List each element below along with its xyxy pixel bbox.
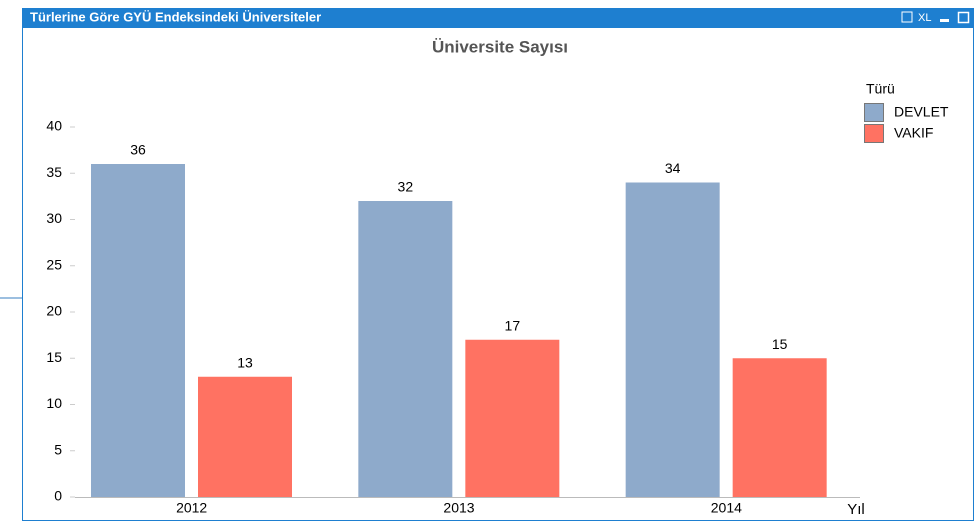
bar xyxy=(465,339,560,497)
legend-title: Türü xyxy=(866,81,895,97)
data-label: 13 xyxy=(237,354,253,370)
maximize-button[interactable] xyxy=(957,11,970,24)
legend-swatch xyxy=(864,124,884,143)
legend-label: VAKIF xyxy=(894,125,933,141)
bar xyxy=(625,182,720,497)
y-tick-label: 35 xyxy=(46,164,62,180)
x-tick-label: 2012 xyxy=(176,500,207,516)
minimize-button[interactable] xyxy=(940,19,949,22)
xl-button[interactable]: XL xyxy=(918,12,931,24)
legend-label: DEVLET xyxy=(894,104,949,120)
window-title: Türlerine Göre GYÜ Endeksindeki Üniversi… xyxy=(30,9,321,24)
x-tick-label: 2014 xyxy=(711,500,742,516)
y-tick-label: 15 xyxy=(46,349,62,365)
data-label: 32 xyxy=(398,179,414,195)
x-tick-label: 2013 xyxy=(443,500,474,516)
data-label: 17 xyxy=(505,317,521,333)
bar xyxy=(91,164,185,497)
y-tick-label: 20 xyxy=(46,303,62,319)
x-axis-label: Yıl xyxy=(847,501,865,518)
data-label: 36 xyxy=(130,142,146,158)
bar xyxy=(732,358,827,497)
bar xyxy=(198,376,292,497)
data-label: 34 xyxy=(665,160,681,176)
y-tick-label: 25 xyxy=(46,256,62,272)
y-tick-label: 5 xyxy=(54,441,62,457)
legend-swatch xyxy=(864,103,884,122)
chart-title: Üniversite Sayısı xyxy=(432,37,568,56)
y-tick-label: 40 xyxy=(46,118,62,134)
y-tick-label: 30 xyxy=(46,210,62,226)
y-tick-label: 0 xyxy=(54,488,62,504)
title-bar xyxy=(22,8,974,28)
bar xyxy=(358,201,453,497)
data-label: 15 xyxy=(772,336,788,352)
print-icon[interactable] xyxy=(901,11,913,23)
y-tick-label: 10 xyxy=(46,395,62,411)
